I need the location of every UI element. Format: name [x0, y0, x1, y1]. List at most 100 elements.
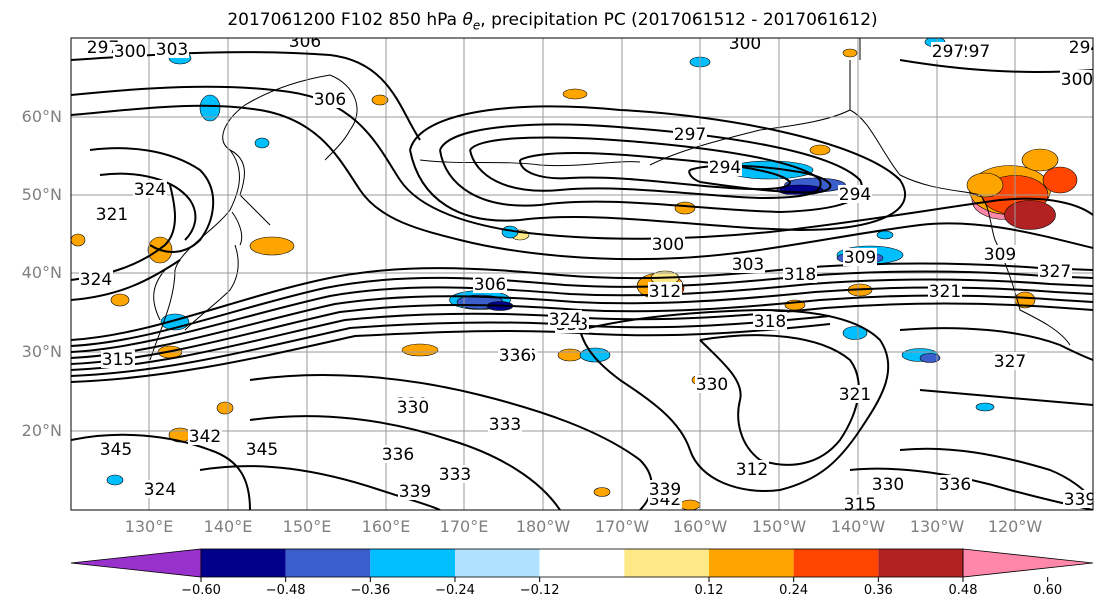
precip-patch — [110, 293, 130, 307]
theta-e-contour — [899, 447, 1093, 501]
theta-e-contour — [71, 323, 831, 383]
theta-e-contour — [899, 327, 1093, 406]
coastline — [184, 211, 243, 331]
contour-label: 294 — [839, 185, 871, 205]
contour-label-background — [957, 42, 991, 60]
colorbar-segment — [370, 549, 455, 577]
precip-patch — [71, 233, 86, 247]
contour-label-background — [245, 440, 279, 458]
contour-label: 321 — [929, 282, 961, 302]
colorbar-tick-label: −0.36 — [350, 583, 391, 598]
contour-label-background — [381, 445, 415, 463]
colorbar-segment — [539, 549, 625, 577]
theta-e-contour — [249, 374, 653, 510]
colorbar-extend-low — [70, 548, 202, 578]
colorbar-segment — [793, 549, 879, 577]
contour-label: 306 — [474, 275, 506, 295]
contour-label-background — [938, 475, 972, 493]
contour-label-background — [673, 125, 707, 143]
longitude-label: 170°E — [439, 517, 489, 536]
coastline — [849, 109, 981, 196]
theta-e-contour — [71, 286, 1093, 359]
contour-label: 324 — [144, 480, 176, 500]
contour-label: 309 — [984, 245, 1016, 265]
contour-label: 315 — [844, 495, 876, 515]
precip-patch — [106, 474, 124, 486]
precip-patch — [371, 94, 389, 106]
map-frame — [70, 37, 1094, 511]
theta-e-contour — [71, 262, 1093, 341]
contour-label: 321 — [96, 205, 128, 225]
precip-patch — [1021, 148, 1059, 172]
contour-label-background — [498, 346, 532, 364]
contour-label-background — [651, 235, 685, 253]
contour-label-background — [133, 180, 167, 198]
contour-label: 306 — [314, 90, 346, 110]
contour-label: 333 — [439, 465, 471, 485]
precip-patch — [254, 137, 270, 149]
theta-e-contour — [579, 308, 890, 492]
contour-label: 339 — [399, 482, 431, 502]
theta-e-contour — [688, 164, 832, 194]
theta-e-contour — [409, 105, 907, 232]
contour-label-background — [155, 40, 189, 58]
colorbar-segment — [878, 549, 963, 577]
colorbar-segment — [709, 549, 794, 577]
colorbar-segment — [624, 549, 709, 577]
latitude-label: 30°N — [21, 342, 62, 361]
contour-label: 297 — [958, 42, 990, 62]
contour-label: 318 — [784, 265, 816, 285]
contour-label-background — [648, 480, 682, 498]
coastline-layer — [149, 38, 1071, 393]
contour-label-background — [1060, 70, 1093, 88]
contour-label: 345 — [246, 440, 278, 460]
precip-patch — [593, 487, 611, 497]
longitude-label: 160°E — [361, 517, 411, 536]
contour-label-background — [488, 415, 522, 433]
contour-label: 345 — [100, 440, 132, 460]
colorbar-segment — [201, 549, 286, 577]
longitude-label: 150°W — [751, 517, 807, 536]
theta-e-contour — [199, 465, 441, 510]
contour-label: 339 — [1064, 490, 1096, 510]
precip-patch — [249, 236, 295, 256]
contour-label: 318 — [754, 312, 786, 332]
contour-label: 330 — [397, 398, 429, 418]
theta-e-contour — [99, 172, 197, 241]
contour-label-background — [188, 427, 222, 445]
contour-label: 324 — [549, 310, 581, 330]
longitude-label: 140°E — [203, 517, 253, 536]
theta-e-contour — [89, 147, 215, 253]
theta-e-contour — [71, 278, 1093, 353]
contour-label-background — [838, 185, 872, 203]
contour-label: 309 — [844, 248, 876, 268]
map-background — [71, 38, 1093, 510]
precip-patch — [199, 94, 221, 122]
contour-label-background — [843, 495, 877, 510]
precip-patch — [975, 402, 995, 412]
precip-patch — [876, 230, 894, 240]
precip-patch — [842, 48, 858, 58]
contour-label: 297 — [87, 38, 119, 58]
coastline — [149, 74, 331, 361]
colorbar-tick-label: −0.12 — [519, 583, 560, 598]
longitude-label: 140°W — [830, 517, 886, 536]
coastline — [849, 38, 861, 110]
theta-e-contour — [699, 334, 860, 466]
precip-patch — [919, 353, 941, 363]
contour-label-background — [731, 255, 765, 273]
colorbar-extend-high — [962, 548, 1094, 578]
precip-patch — [809, 144, 831, 156]
contour-label: 327 — [994, 352, 1026, 372]
precip-patch — [557, 348, 583, 362]
contour-label-background — [1068, 38, 1093, 56]
map-title: 2017061200 F102 850 hPa θe, precipitatio… — [227, 10, 878, 33]
contour-label: 300 — [1061, 70, 1093, 90]
coastline — [153, 269, 166, 321]
contour-label-background — [843, 248, 877, 266]
longitude-label: 180°W — [515, 517, 571, 536]
contour-label: 297 — [932, 42, 964, 62]
contour-label: 324 — [80, 270, 112, 290]
contour-label: 300 — [114, 42, 146, 62]
